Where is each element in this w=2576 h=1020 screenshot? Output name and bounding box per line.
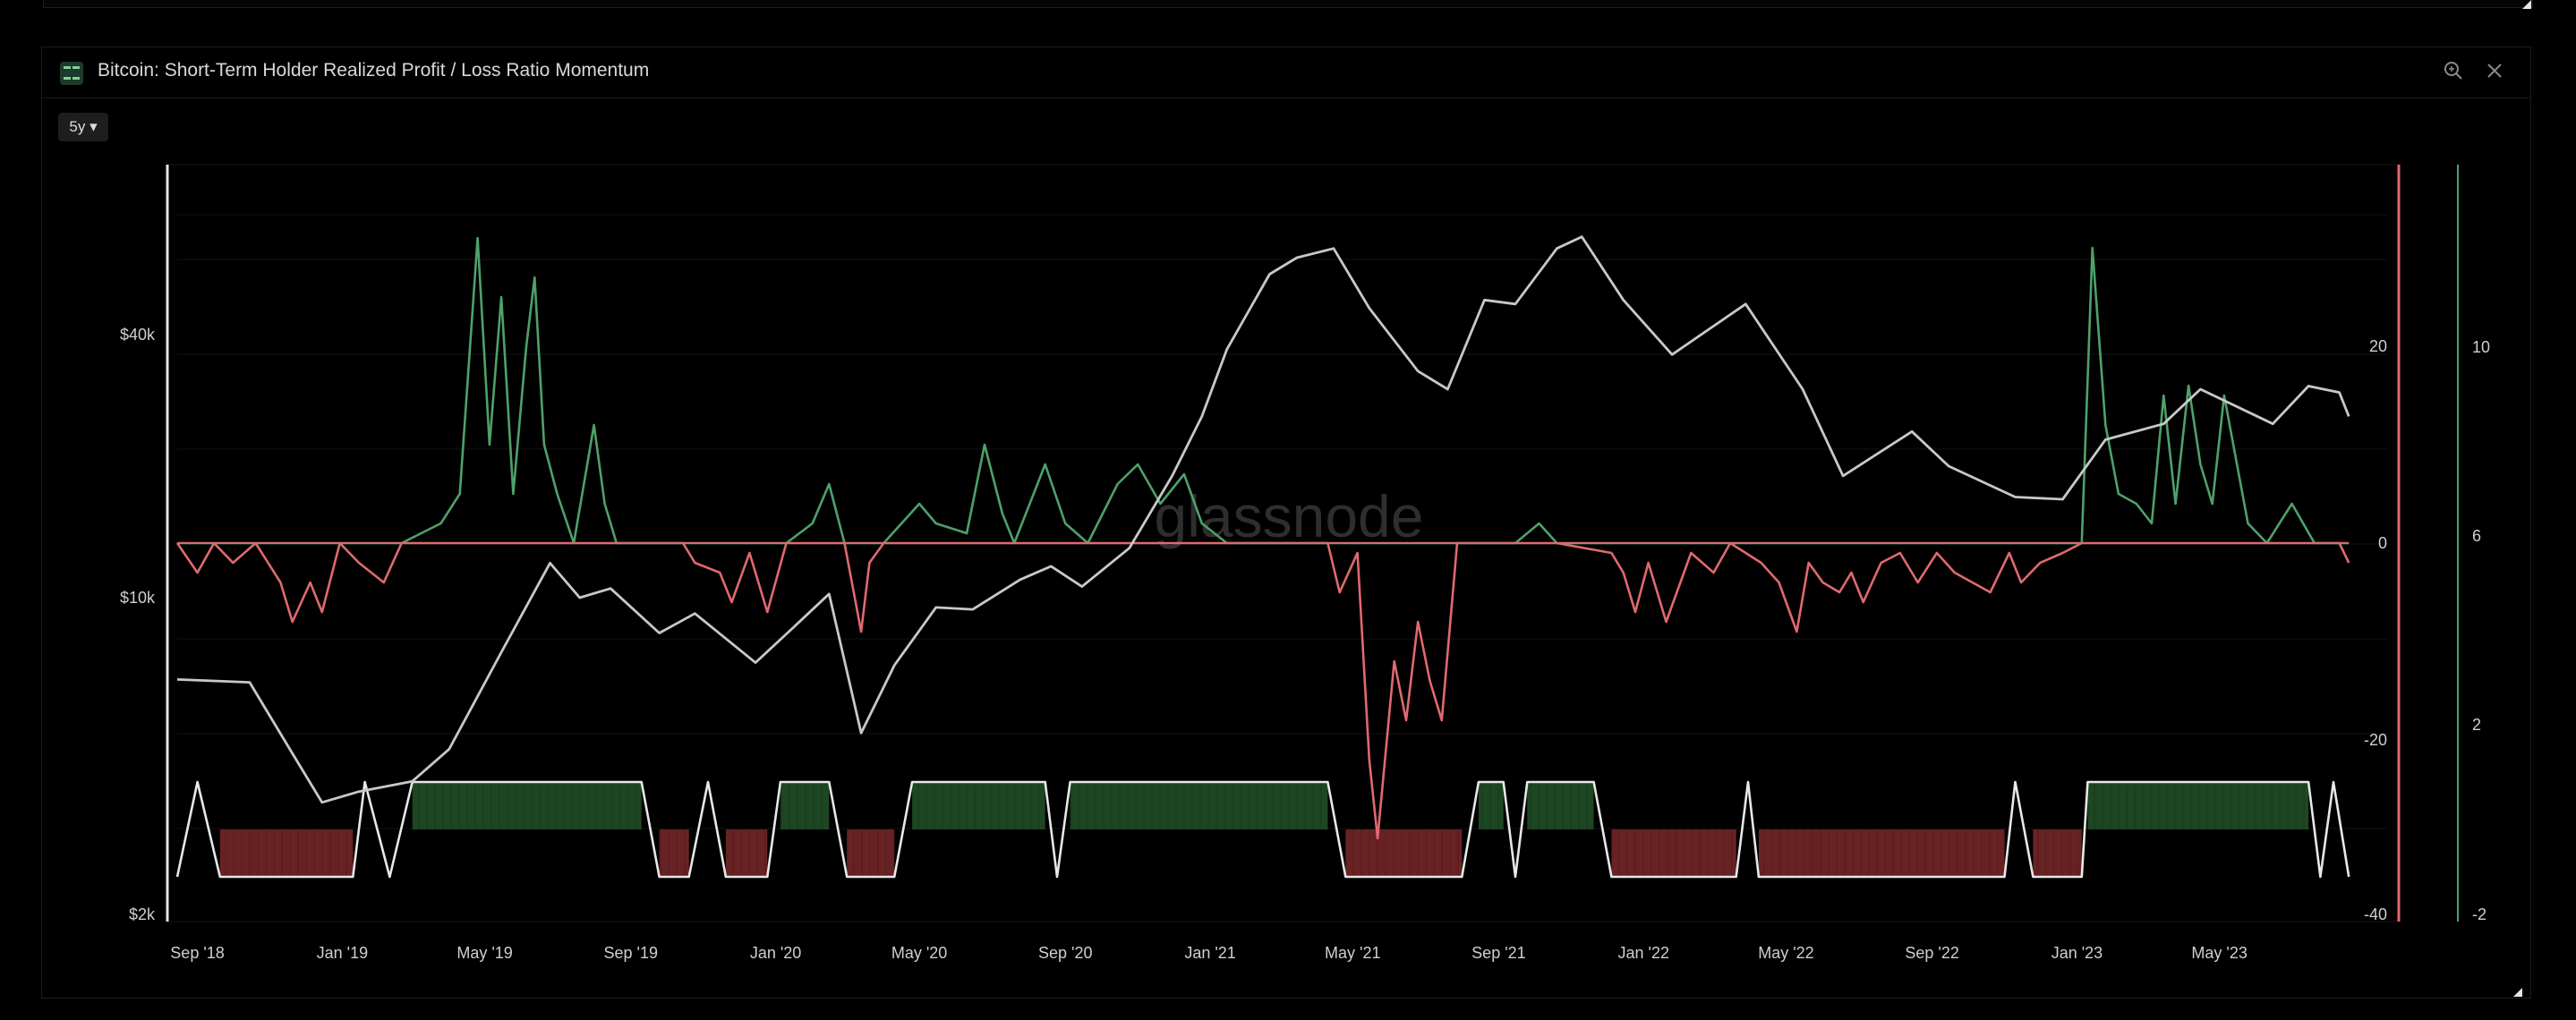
regime-band-8 [659,829,689,877]
regime-band-6 [412,782,642,829]
resize-handle-top[interactable] [2522,0,2531,9]
x-axis-tick-11: May '22 [1758,944,1813,962]
right-axis-2-tick-0: 10 [2472,338,2490,356]
watermark: glassnode [1155,483,1424,549]
left-axis-tick-0: $2k [129,905,156,923]
chart-logo-icon [60,62,83,85]
sign-regime-bands [176,782,2345,877]
zoom-icon[interactable] [2443,60,2464,81]
left-axis-tick-2: $40k [120,326,156,344]
right-axis-2-tick-3: -2 [2472,905,2486,923]
regime-band-29 [1611,829,1736,877]
regime-band-2 [219,829,354,877]
x-axis-tick-3: Sep '19 [603,944,658,962]
x-axis-tick-4: Jan '20 [750,944,801,962]
close-icon[interactable] [2484,60,2505,81]
regime-band-24 [1478,782,1504,829]
previous-panel-edge [43,0,2533,8]
regime-band-37 [2087,782,2309,829]
resize-handle-bottom[interactable] [2513,988,2522,997]
x-axis-tick-1: Jan '19 [317,944,368,962]
regime-band-20 [1070,782,1328,829]
regime-band-11 [725,829,768,877]
right-axis-1-tick-2: -20 [2364,731,2387,749]
x-axis-tick-6: Sep '20 [1038,944,1093,962]
axes: $2k $10k $40k 20 0 -20 -40 10 6 2 -2 Sep '18 Jan '19… [120,165,2490,962]
x-axis-tick-12: Sep '22 [1905,944,1959,962]
regime-line [175,780,2350,879]
x-axis-tick-2: May '19 [456,944,512,962]
x-axis-tick-8: May '21 [1325,944,1380,962]
right-axis-1-tick-0: 20 [2369,337,2387,355]
x-axis-tick-14: May '23 [2191,944,2247,962]
x-axis-tick-0: Sep '18 [170,944,225,962]
x-axis-tick-10: Jan '22 [1618,944,1669,962]
x-axis-tick-9: Sep '21 [1471,944,1526,962]
regime-band-32 [1758,829,2005,877]
regime-band-15 [847,829,895,877]
regime-band-27 [1527,782,1594,829]
time-range-dropdown[interactable]: 5y ▾ [58,113,108,141]
regime-band-22 [1345,829,1463,877]
chart-title: Bitcoin: Short-Term Holder Realized Prof… [98,60,650,81]
right-axis-1-tick-3: -40 [2364,905,2387,923]
x-axis-tick-13: Jan '23 [2051,944,2103,962]
x-axis-tick-5: May '20 [891,944,947,962]
regime-band-17 [912,782,1045,829]
regime-band-13 [780,782,830,829]
price-line [176,235,2350,804]
series-layer [175,235,2350,879]
right-axis-2-tick-2: 2 [2472,716,2481,734]
panel-header: Bitcoin: Short-Term Holder Realized Prof… [42,47,2530,98]
right-axis-1-tick-1: 0 [2378,534,2387,552]
right-axis-2-tick-1: 6 [2472,527,2481,545]
x-axis-tick-7: Jan '21 [1184,944,1235,962]
left-axis-tick-1: $10k [120,589,156,607]
regime-band-35 [2033,829,2082,877]
